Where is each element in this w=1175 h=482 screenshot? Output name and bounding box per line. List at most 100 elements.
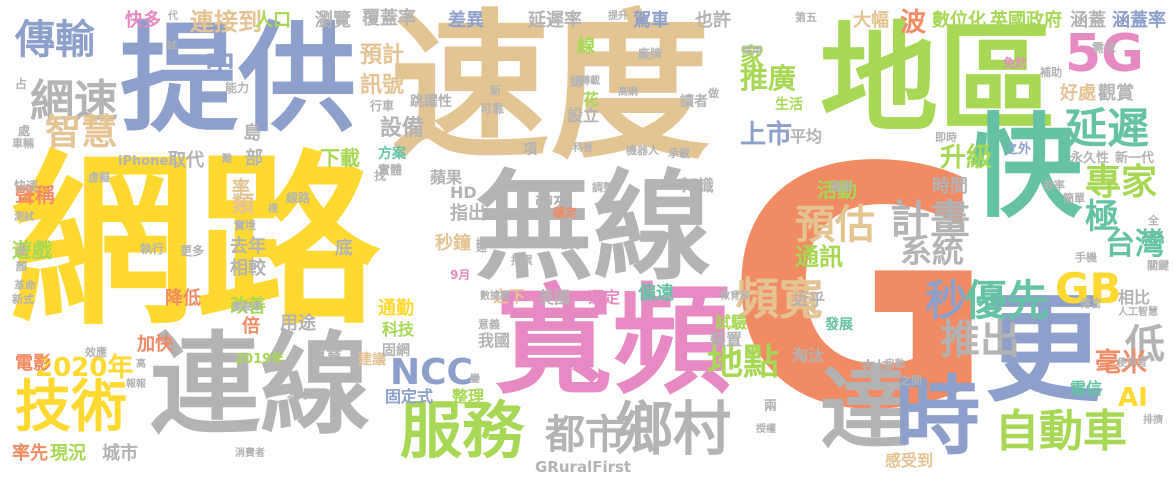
word-58: 駕車 [633,10,669,31]
word-194: 即時 [935,131,957,144]
word-13: 服務 [400,394,525,467]
word-23: 頻寬 [735,274,823,325]
word-113: 平均 [790,127,823,146]
word-95: 時間 [932,176,968,197]
word-18: 傳輸 [15,17,95,63]
word-54: 瀏覽 [315,10,351,31]
word-11: 達 [820,357,910,462]
word-155: 一齊 [667,177,689,190]
word-112: 近乎 [793,290,826,309]
word-3: 速度 [390,0,711,181]
word-125: 永久性 [1070,151,1110,166]
word-167: 處 [18,124,31,138]
word-161: 新 [490,84,501,97]
word-71: 現況 [50,443,86,464]
word-146: 更多 [180,244,205,258]
word-197: 之間 [900,374,922,387]
word-89: 秒鐘 [435,233,471,254]
word-143: 授權 [756,424,776,435]
word-35: 系統 [900,232,965,270]
word-172: 速 [16,244,27,257]
word-6: 無線 [475,158,712,296]
word-182: 裡 [268,204,278,215]
word-136: 排擠 [1143,415,1163,426]
word-160: 行車 [370,99,395,113]
word-142: 消費者 [235,448,265,459]
word-173: 顏 [16,260,27,273]
word-10: 更 [985,280,1104,418]
word-163: 提升 [608,11,628,22]
word-38: 推廣 [740,62,797,95]
word-133: 採用 [742,46,762,57]
word-170: 虛擬 [88,171,110,184]
word-115: 讀者 [680,94,708,110]
word-34: 台灣 [1105,227,1165,262]
word-118: 線 [577,36,595,57]
word-128: 第五 [795,11,817,24]
word-8: 連線 [150,321,370,449]
word-169: 快速 [14,179,39,193]
word-131: 免於 [1003,56,1028,70]
word-187: 意義 [478,318,500,331]
word-183: 找 [374,169,387,183]
word-48: 設備 [380,116,425,141]
word-5: 地區 [820,10,1057,148]
word-70: 率先 [12,443,48,464]
word-74: 降低 [165,288,201,309]
word-199: 拖累 [511,254,533,267]
word-189: 手機 [1075,251,1097,264]
word-122: GRuralFirst [535,458,632,476]
word-150: 跳躍性 [410,94,452,110]
word-191: 全 [1148,214,1159,227]
word-84: 部 [245,148,263,169]
word-154: 承載 [668,147,690,160]
word-76: 倍 [242,316,260,337]
word-101: 裝置 [710,330,743,349]
word-41: 毫米 [1095,348,1148,378]
word-42: AI [1118,383,1148,413]
word-61: 數位化 [932,10,986,31]
word-50: 通訊 [795,243,843,271]
word-79: 科技 [382,320,415,339]
word-57: 延遲率 [528,10,582,31]
word-29: NCC [390,352,473,393]
word-156: 調整 [592,181,614,194]
word-151: 轉載 [580,76,600,87]
word-158: 項 [523,142,537,158]
word-52: 快多 [125,10,161,31]
word-39: 上市 [740,120,793,150]
word-15: 都市 [545,412,625,458]
word-152: 高網 [618,87,638,98]
word-127: 之外 [1005,142,1032,157]
word-83: 率 [232,178,250,199]
word-181: 難 [222,154,232,165]
word-67: 聲稱 [15,183,55,207]
word-179: 駕駛車 [232,302,262,313]
word-99: 之下 [493,287,526,306]
word-49: 家 [740,43,764,71]
word-64: 涵蓋率 [1112,10,1166,31]
word-73: 加快 [137,334,173,355]
word-56: 差異 [448,10,484,31]
word-98: 偏遠 [638,283,674,304]
word-60: 大幅 [853,10,889,31]
word-77: 用途 [280,313,316,334]
word-109: 電信 [1070,379,1103,398]
word-66: 觀賞 [1098,83,1134,104]
word-75: 改善 [230,296,266,317]
word-139: 數據機 [480,291,510,302]
word-4: 提供 [120,10,357,148]
word-69: 電影 [15,353,51,374]
word-47: 訊號 [360,73,405,98]
word-33: 專家 [1085,162,1158,203]
word-86: 底 [335,238,353,259]
word-185: 線路 [286,191,311,205]
word-134: 傳言 [1080,297,1102,310]
word-96: 英國 [538,288,571,307]
word-24: 預估 [795,202,875,248]
word-174: 革命 [14,279,36,292]
word-123: 2019年 [235,352,285,367]
word-198: 鑾 [470,374,480,385]
word-81: 相較 [230,258,266,279]
word-165: 代 [168,11,178,22]
